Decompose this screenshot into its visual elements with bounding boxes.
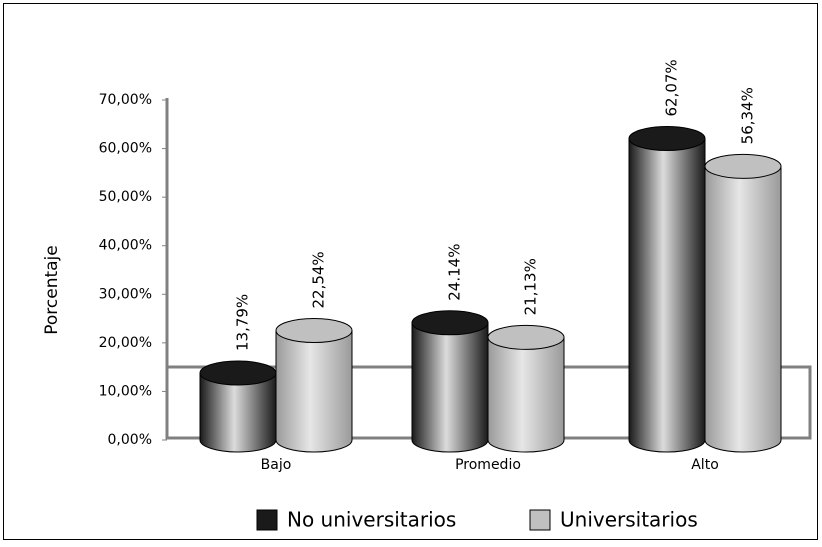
y-tick-label: 60,00% bbox=[99, 141, 152, 157]
bar bbox=[411, 310, 489, 453]
plot-frame bbox=[165, 98, 812, 440]
data-label: 24.14% bbox=[446, 244, 464, 301]
y-tick-label: 10,00% bbox=[99, 383, 152, 399]
bar-part bbox=[199, 360, 277, 386]
y-tick-label: 0,00% bbox=[108, 432, 152, 448]
bar bbox=[487, 324, 565, 453]
x-tick-label: Alto bbox=[691, 457, 719, 473]
legend-swatch bbox=[529, 509, 551, 531]
bar-part bbox=[628, 138, 706, 453]
legend-label: Universitarios bbox=[560, 508, 698, 532]
bar-part bbox=[628, 126, 706, 152]
data-label: 13,79% bbox=[234, 294, 252, 351]
bar bbox=[275, 318, 353, 453]
bar-part bbox=[199, 372, 277, 453]
bar-part bbox=[704, 153, 782, 179]
bar-part bbox=[411, 322, 489, 453]
bar bbox=[628, 126, 706, 453]
x-tick-label: Promedio bbox=[455, 457, 521, 473]
data-label: 62,07% bbox=[663, 59, 681, 116]
y-tick-label: 20,00% bbox=[99, 335, 152, 351]
data-label: 21,13% bbox=[522, 258, 540, 315]
bar-part bbox=[275, 318, 353, 344]
bar-part bbox=[487, 324, 565, 350]
y-tick-label: 30,00% bbox=[99, 286, 152, 302]
bar bbox=[199, 360, 277, 453]
legend-swatch bbox=[256, 509, 278, 531]
data-label: 56,34% bbox=[739, 87, 757, 144]
y-tick-label: 40,00% bbox=[99, 238, 152, 254]
bar-part bbox=[704, 165, 782, 453]
bar bbox=[704, 153, 782, 453]
y-tick-label: 70,00% bbox=[99, 92, 152, 108]
y-tick-label: 50,00% bbox=[99, 189, 152, 205]
legend-label: No universitarios bbox=[287, 508, 456, 532]
y-axis-title: Porcentaje bbox=[42, 245, 62, 335]
bar-part bbox=[275, 330, 353, 453]
x-tick-label: Bajo bbox=[261, 457, 292, 473]
bar-part bbox=[487, 336, 565, 453]
data-label: 22,54% bbox=[310, 251, 328, 308]
bar-part bbox=[411, 310, 489, 336]
